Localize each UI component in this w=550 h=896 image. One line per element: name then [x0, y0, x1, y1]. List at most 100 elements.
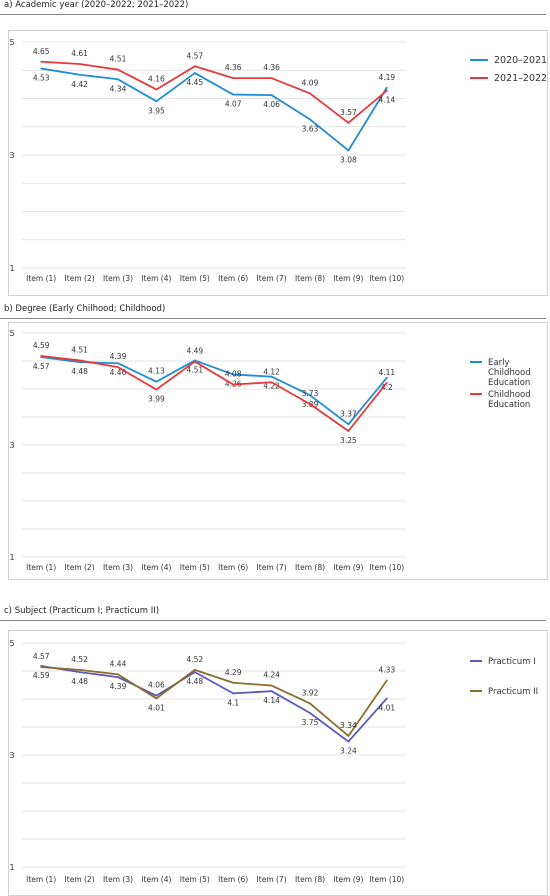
data-point [232, 681, 235, 684]
legend-label: Early Childhood Education [488, 358, 531, 388]
data-point [347, 430, 350, 432]
x-tick-label: Item (6) [218, 563, 248, 572]
x-tick-label: Item (2) [65, 563, 95, 572]
data-label: 4.46 [110, 368, 127, 377]
data-label: 4.22 [263, 382, 280, 391]
data-label: 4.36 [263, 63, 280, 72]
data-label: 4.01 [378, 703, 395, 712]
x-tick-label: Item (7) [257, 563, 287, 572]
data-point [193, 65, 196, 68]
y-tick-label: 3 [9, 751, 14, 760]
data-point [78, 671, 81, 674]
y-tick-label: 5 [9, 329, 14, 338]
data-label: 4.42 [71, 80, 88, 89]
data-label: 4.53 [33, 74, 50, 83]
data-label: 3.25 [340, 436, 357, 445]
data-point [385, 86, 388, 89]
data-label: 3.75 [302, 718, 319, 727]
line-chart-academic-year: 5 3 1 Item (1) Item (2) Item (3) Item (4) Item … [9, 38, 547, 283]
x-tick-label: Item (10) [369, 563, 404, 572]
data-point [385, 679, 388, 682]
data-point [193, 671, 196, 674]
data-label: 4.39 [110, 682, 127, 691]
data-label: 4.24 [263, 671, 280, 680]
data-label: 4.45 [186, 78, 203, 87]
data-point [270, 690, 273, 693]
x-tick-label: Item (7) [257, 274, 287, 283]
y-tick-label: 3 [9, 441, 14, 450]
series-line [41, 666, 388, 737]
y-tick-label: 1 [9, 553, 14, 562]
data-label: 4.07 [225, 100, 242, 109]
data-point [117, 676, 119, 679]
data-point [347, 149, 350, 152]
data-point [40, 666, 43, 668]
data-point [385, 376, 388, 379]
data-point [385, 697, 388, 700]
data-point [385, 89, 388, 92]
chart-frame [8, 322, 548, 580]
x-tick-label: Item (7) [257, 875, 287, 884]
x-tick-label: Item (1) [26, 274, 56, 283]
data-label: 3.99 [148, 395, 165, 404]
data-point [78, 359, 81, 362]
legend-label: 2020–2021 [494, 55, 547, 66]
data-label: 4.01 [148, 703, 165, 712]
x-tick-label: Item (1) [26, 875, 56, 884]
data-label: 4.51 [186, 365, 203, 374]
data-point [40, 60, 43, 63]
data-label: 4.34 [110, 84, 127, 93]
data-point [117, 78, 119, 81]
data-label: 4.2 [381, 383, 393, 392]
chart-frame [8, 30, 548, 296]
data-point [232, 373, 235, 376]
data-label: 4.36 [225, 63, 242, 72]
data-point [385, 381, 388, 384]
y-tick-label: 3 [9, 151, 14, 160]
data-label: 3.57 [340, 108, 357, 117]
data-point [309, 712, 311, 714]
legend-label: Practicum II [488, 687, 538, 697]
data-point [232, 383, 235, 386]
data-label: 4.16 [148, 74, 165, 83]
data-point [309, 403, 311, 406]
data-point [232, 692, 235, 695]
data-point [270, 77, 273, 80]
data-label: 4.51 [110, 55, 127, 64]
data-label: 3.24 [340, 747, 357, 756]
data-point [347, 735, 350, 737]
series-line [41, 60, 388, 124]
chart-title: b) Degree (Early Chilhood; Childhood) [4, 304, 166, 314]
data-label: 4.48 [186, 677, 203, 686]
x-tick-label: Item (3) [103, 875, 133, 884]
data-label: 4.59 [33, 671, 50, 680]
line-chart-degree: 5 3 1 Item (1) Item (2) Item (3) Item (4) Item … [9, 329, 531, 572]
data-point [347, 423, 350, 426]
x-tick-label: Item (5) [180, 563, 210, 572]
data-point [155, 380, 158, 383]
data-label: 3.95 [148, 106, 165, 115]
data-point [155, 697, 158, 700]
data-point [309, 118, 311, 121]
data-point [78, 668, 81, 671]
data-label: 4.09 [302, 78, 319, 87]
data-point [270, 684, 273, 687]
data-label: 4.57 [33, 362, 50, 371]
x-tick-label: Item (6) [218, 274, 248, 283]
data-point [193, 72, 196, 74]
y-tick-label: 5 [9, 639, 14, 648]
data-label: 4.52 [71, 655, 88, 664]
data-label: 4.1 [227, 698, 239, 707]
data-point [155, 100, 158, 103]
chart-panel-subject: c) Subject (Practicum I; Practicum II) 5… [0, 606, 550, 896]
data-label: 4.57 [186, 51, 203, 60]
title-rule [0, 318, 546, 319]
x-tick-label: Item (5) [180, 875, 210, 884]
data-label: 3.63 [302, 124, 319, 133]
data-point [347, 740, 350, 743]
data-point [78, 73, 81, 76]
x-tick-label: Item (4) [141, 563, 171, 572]
data-point [117, 68, 119, 71]
data-label: 4.49 [186, 347, 203, 356]
x-tick-label: Item (9) [333, 563, 363, 572]
